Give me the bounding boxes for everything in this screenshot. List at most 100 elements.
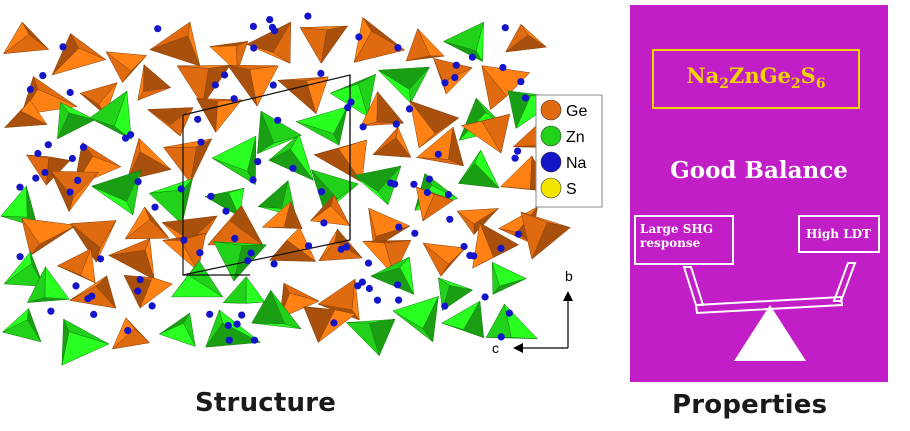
na-atom	[44, 141, 52, 149]
na-atom	[391, 180, 399, 188]
na-atom	[47, 307, 55, 315]
na-atom	[88, 292, 96, 300]
na-atom	[444, 190, 452, 199]
na-atom	[249, 176, 257, 184]
na-atom	[41, 168, 49, 177]
na-atom	[410, 180, 418, 188]
na-atom	[514, 230, 523, 238]
legend-label: S	[566, 181, 577, 198]
tetrahedron-face	[395, 126, 412, 158]
tetrahedron-face	[441, 300, 481, 330]
formula-text: S	[800, 63, 816, 88]
legend-swatch	[540, 125, 562, 147]
na-atom	[196, 249, 204, 257]
shg-label: Large SHG response	[640, 222, 713, 250]
tetrahedron-face	[249, 65, 279, 108]
sodium-atoms	[16, 12, 530, 344]
na-atom	[394, 281, 402, 289]
balance-heading: Good Balance	[670, 157, 848, 184]
tetrahedron-face	[474, 149, 500, 189]
polyhedra-layer	[0, 16, 571, 366]
na-atom	[441, 302, 449, 310]
tetrahedron-face	[376, 91, 405, 124]
na-atom	[460, 242, 468, 251]
na-atom	[394, 44, 402, 52]
left-pan-support	[682, 266, 705, 306]
na-atom	[250, 44, 258, 52]
na-atom	[177, 185, 185, 193]
na-atom	[405, 105, 414, 113]
tetrahedron-face	[171, 274, 224, 298]
na-atom	[134, 287, 142, 295]
legend-label: Zn	[566, 129, 585, 146]
properties-caption: Properties	[672, 390, 828, 420]
na-atom	[468, 53, 476, 61]
formula-text: ZnGe	[728, 63, 791, 88]
na-atom	[337, 245, 345, 253]
na-atom	[68, 154, 76, 163]
na-atom	[317, 188, 326, 196]
na-atom	[197, 138, 205, 146]
tetrahedron-face	[257, 135, 302, 154]
tetrahedron-face	[137, 64, 145, 101]
tetrahedron-face	[69, 275, 107, 301]
tetrahedron-face	[378, 69, 412, 104]
tetrahedron-face	[300, 25, 348, 31]
na-atom	[481, 293, 489, 301]
tetrahedron-face	[91, 185, 134, 216]
compound-formula: Na2ZnGe2S6	[654, 63, 858, 92]
tetrahedron-face	[139, 277, 173, 309]
na-atom	[521, 94, 530, 102]
na-atom	[505, 309, 513, 317]
tetrahedron-face	[95, 220, 117, 263]
tetrahedron-face	[145, 238, 155, 280]
na-atom	[250, 336, 259, 344]
na-atom	[59, 43, 67, 51]
tetrahedron-face	[211, 135, 257, 172]
tetrahedron-face	[177, 65, 231, 69]
na-atom	[446, 215, 454, 223]
tetrahedron-face	[44, 266, 70, 300]
na-atom	[355, 33, 363, 41]
tetrahedron-face	[147, 109, 181, 137]
na-atom	[497, 333, 505, 341]
formula-subscript: 2	[790, 76, 801, 93]
na-atom	[364, 259, 373, 267]
balance-beam	[694, 295, 844, 315]
tetrahedron-face	[0, 185, 28, 218]
tetrahedron-face	[306, 76, 329, 115]
na-atom	[127, 131, 135, 139]
tetrahedron-face	[309, 205, 351, 226]
na-atom	[249, 22, 257, 30]
fulcrum-triangle	[734, 305, 806, 361]
ldt-box: High LDT	[798, 215, 880, 253]
tetrahedron-face	[112, 317, 136, 350]
na-atom	[211, 81, 219, 89]
na-atom	[134, 178, 142, 186]
na-atom	[74, 176, 82, 184]
tetrahedron-face	[61, 331, 110, 366]
tetrahedron-face	[422, 242, 466, 265]
na-atom	[317, 69, 325, 77]
na-atom	[304, 12, 312, 20]
na-atom	[225, 336, 233, 344]
tetrahedron-face	[68, 172, 99, 212]
legend-label: Na	[566, 155, 587, 172]
tetrahedron-face	[80, 248, 96, 284]
legend-swatch	[540, 151, 562, 173]
na-atom	[289, 164, 297, 172]
na-atom	[359, 123, 367, 131]
tetrahedron-face	[251, 322, 302, 330]
na-atom	[207, 192, 215, 200]
na-atom	[90, 310, 98, 318]
tetrahedron-face	[442, 67, 473, 95]
formula-subscript: 6	[815, 76, 826, 93]
formula-text: Na	[686, 63, 720, 88]
tetrahedron-face	[261, 200, 292, 228]
tetrahedron-face	[51, 47, 107, 76]
tetrahedron-face	[161, 240, 199, 272]
tetrahedron-face	[2, 307, 29, 333]
na-atom	[451, 74, 459, 82]
na-atom	[16, 183, 24, 191]
tetrahedron-face	[60, 102, 96, 121]
